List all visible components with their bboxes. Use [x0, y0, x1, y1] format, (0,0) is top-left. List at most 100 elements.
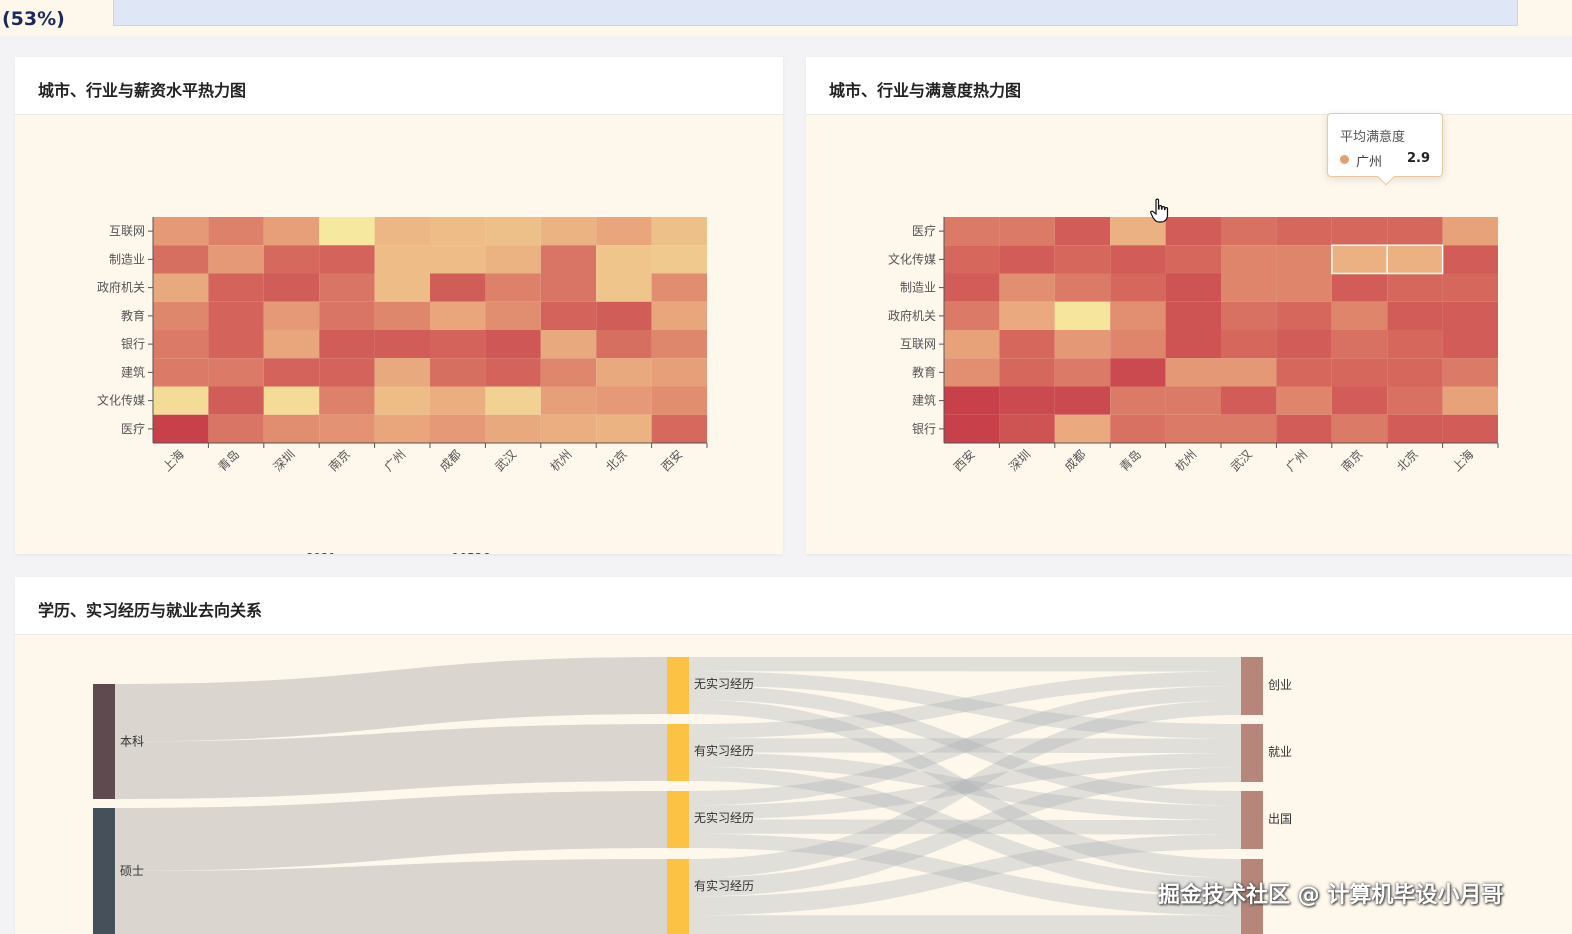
- heatmap-cell[interactable]: [1054, 330, 1111, 359]
- heatmap-cell[interactable]: [319, 245, 375, 274]
- heatmap-cell[interactable]: [430, 414, 486, 443]
- sankey-node[interactable]: [1241, 791, 1263, 849]
- heatmap-cell[interactable]: [208, 245, 264, 274]
- heatmap-cell[interactable]: [1331, 245, 1388, 274]
- heatmap-cell[interactable]: [1276, 414, 1332, 443]
- heatmap-cell[interactable]: [263, 330, 320, 359]
- heatmap-cell[interactable]: [944, 273, 1000, 302]
- sankey-link[interactable]: [689, 819, 1241, 835]
- heatmap-cell[interactable]: [1331, 330, 1388, 359]
- heatmap-cell[interactable]: [944, 386, 1000, 415]
- heatmap-cell[interactable]: [651, 414, 707, 443]
- sankey-link[interactable]: [689, 699, 1241, 878]
- heatmap-cell[interactable]: [1165, 386, 1221, 415]
- heatmap-cell[interactable]: [1054, 358, 1111, 387]
- heatmap-cell[interactable]: [1165, 330, 1221, 359]
- sankey-link[interactable]: [115, 791, 667, 871]
- heatmap-cell[interactable]: [540, 358, 597, 387]
- sankey-link[interactable]: [115, 657, 667, 742]
- heatmap-cell[interactable]: [153, 245, 209, 274]
- heatmap-cell[interactable]: [208, 358, 264, 387]
- heatmap-cell[interactable]: [540, 273, 597, 302]
- heatmap-cell[interactable]: [1165, 217, 1221, 246]
- heatmap-cell[interactable]: [596, 386, 652, 415]
- heatmap-cell[interactable]: [1110, 330, 1166, 359]
- heatmap-cell[interactable]: [540, 217, 597, 246]
- heatmap-cell[interactable]: [596, 217, 652, 246]
- heatmap-cell[interactable]: [1387, 301, 1443, 330]
- heatmap-cell[interactable]: [999, 358, 1055, 387]
- heatmap-cell[interactable]: [1054, 414, 1111, 443]
- heatmap-cell[interactable]: [1387, 414, 1443, 443]
- heatmap-cell[interactable]: [999, 386, 1055, 415]
- heatmap-cell[interactable]: [651, 386, 707, 415]
- heatmap-cell[interactable]: [540, 245, 597, 274]
- heatmap-cell[interactable]: [485, 358, 541, 387]
- heatmap-cell[interactable]: [596, 273, 652, 302]
- sankey-link[interactable]: [689, 657, 1241, 672]
- heatmap-cell[interactable]: [319, 301, 375, 330]
- heatmap-cell[interactable]: [1221, 245, 1277, 274]
- heatmap-cell[interactable]: [1110, 301, 1166, 330]
- heatmap-cell[interactable]: [263, 386, 320, 415]
- heatmap-cell[interactable]: [1165, 358, 1221, 387]
- sankey-link[interactable]: [689, 915, 1241, 934]
- heatmap-cell[interactable]: [944, 245, 1000, 274]
- heatmap-cell[interactable]: [208, 330, 264, 359]
- heatmap-cell[interactable]: [540, 386, 597, 415]
- heatmap-cell[interactable]: [208, 273, 264, 302]
- sankey-node[interactable]: [93, 808, 115, 934]
- heatmap-cell[interactable]: [1221, 358, 1277, 387]
- sankey-link[interactable]: [689, 767, 1241, 897]
- heatmap-cell[interactable]: [485, 330, 541, 359]
- heatmap-cell[interactable]: [944, 358, 1000, 387]
- heatmap-cell[interactable]: [1442, 330, 1498, 359]
- sankey-node[interactable]: [1241, 859, 1263, 934]
- heatmap-cell[interactable]: [944, 414, 1000, 443]
- heatmap-cell[interactable]: [1442, 358, 1498, 387]
- sankey-link[interactable]: [689, 834, 1241, 916]
- heatmap-cell[interactable]: [208, 217, 264, 246]
- heatmap-cell[interactable]: [1442, 245, 1498, 274]
- heatmap-cell[interactable]: [1331, 358, 1388, 387]
- heatmap-cell[interactable]: [1442, 273, 1498, 302]
- heatmap-cell[interactable]: [1387, 217, 1443, 246]
- heatmap-cell[interactable]: [651, 245, 707, 274]
- heatmap-cell[interactable]: [944, 301, 1000, 330]
- heatmap-cell[interactable]: [999, 273, 1055, 302]
- heatmap-cell[interactable]: [374, 386, 430, 415]
- heatmap-cell[interactable]: [374, 330, 430, 359]
- heatmap-cell[interactable]: [1054, 217, 1111, 246]
- heatmap-cell[interactable]: [944, 217, 1000, 246]
- heatmap-cell[interactable]: [374, 245, 430, 274]
- heatmap-cell[interactable]: [485, 273, 541, 302]
- heatmap-cell[interactable]: [1221, 273, 1277, 302]
- heatmap-cell[interactable]: [1276, 245, 1332, 274]
- sankey-node[interactable]: [1241, 657, 1263, 715]
- heatmap-cell[interactable]: [374, 301, 430, 330]
- sankey-link[interactable]: [689, 738, 1241, 753]
- heatmap-cell[interactable]: [944, 330, 1000, 359]
- heatmap-cell[interactable]: [208, 386, 264, 415]
- heatmap-cell[interactable]: [485, 245, 541, 274]
- heatmap-cell[interactable]: [319, 273, 375, 302]
- heatmap-cell[interactable]: [153, 386, 209, 415]
- heatmap-cell[interactable]: [430, 330, 486, 359]
- heatmap-cell[interactable]: [1165, 245, 1221, 274]
- heatmap-cell[interactable]: [153, 414, 209, 443]
- heatmap-cell[interactable]: [430, 245, 486, 274]
- heatmap-cell[interactable]: [263, 414, 320, 443]
- heatmap-cell[interactable]: [485, 386, 541, 415]
- heatmap-cell[interactable]: [1110, 386, 1166, 415]
- heatmap-cell[interactable]: [651, 217, 707, 246]
- heatmap-cell[interactable]: [153, 330, 209, 359]
- heatmap-cell[interactable]: [1165, 273, 1221, 302]
- heatmap-cell[interactable]: [1331, 386, 1388, 415]
- heatmap-cell[interactable]: [1442, 386, 1498, 415]
- heatmap-cell[interactable]: [999, 217, 1055, 246]
- heatmap-cell[interactable]: [1054, 386, 1111, 415]
- heatmap-cell[interactable]: [485, 217, 541, 246]
